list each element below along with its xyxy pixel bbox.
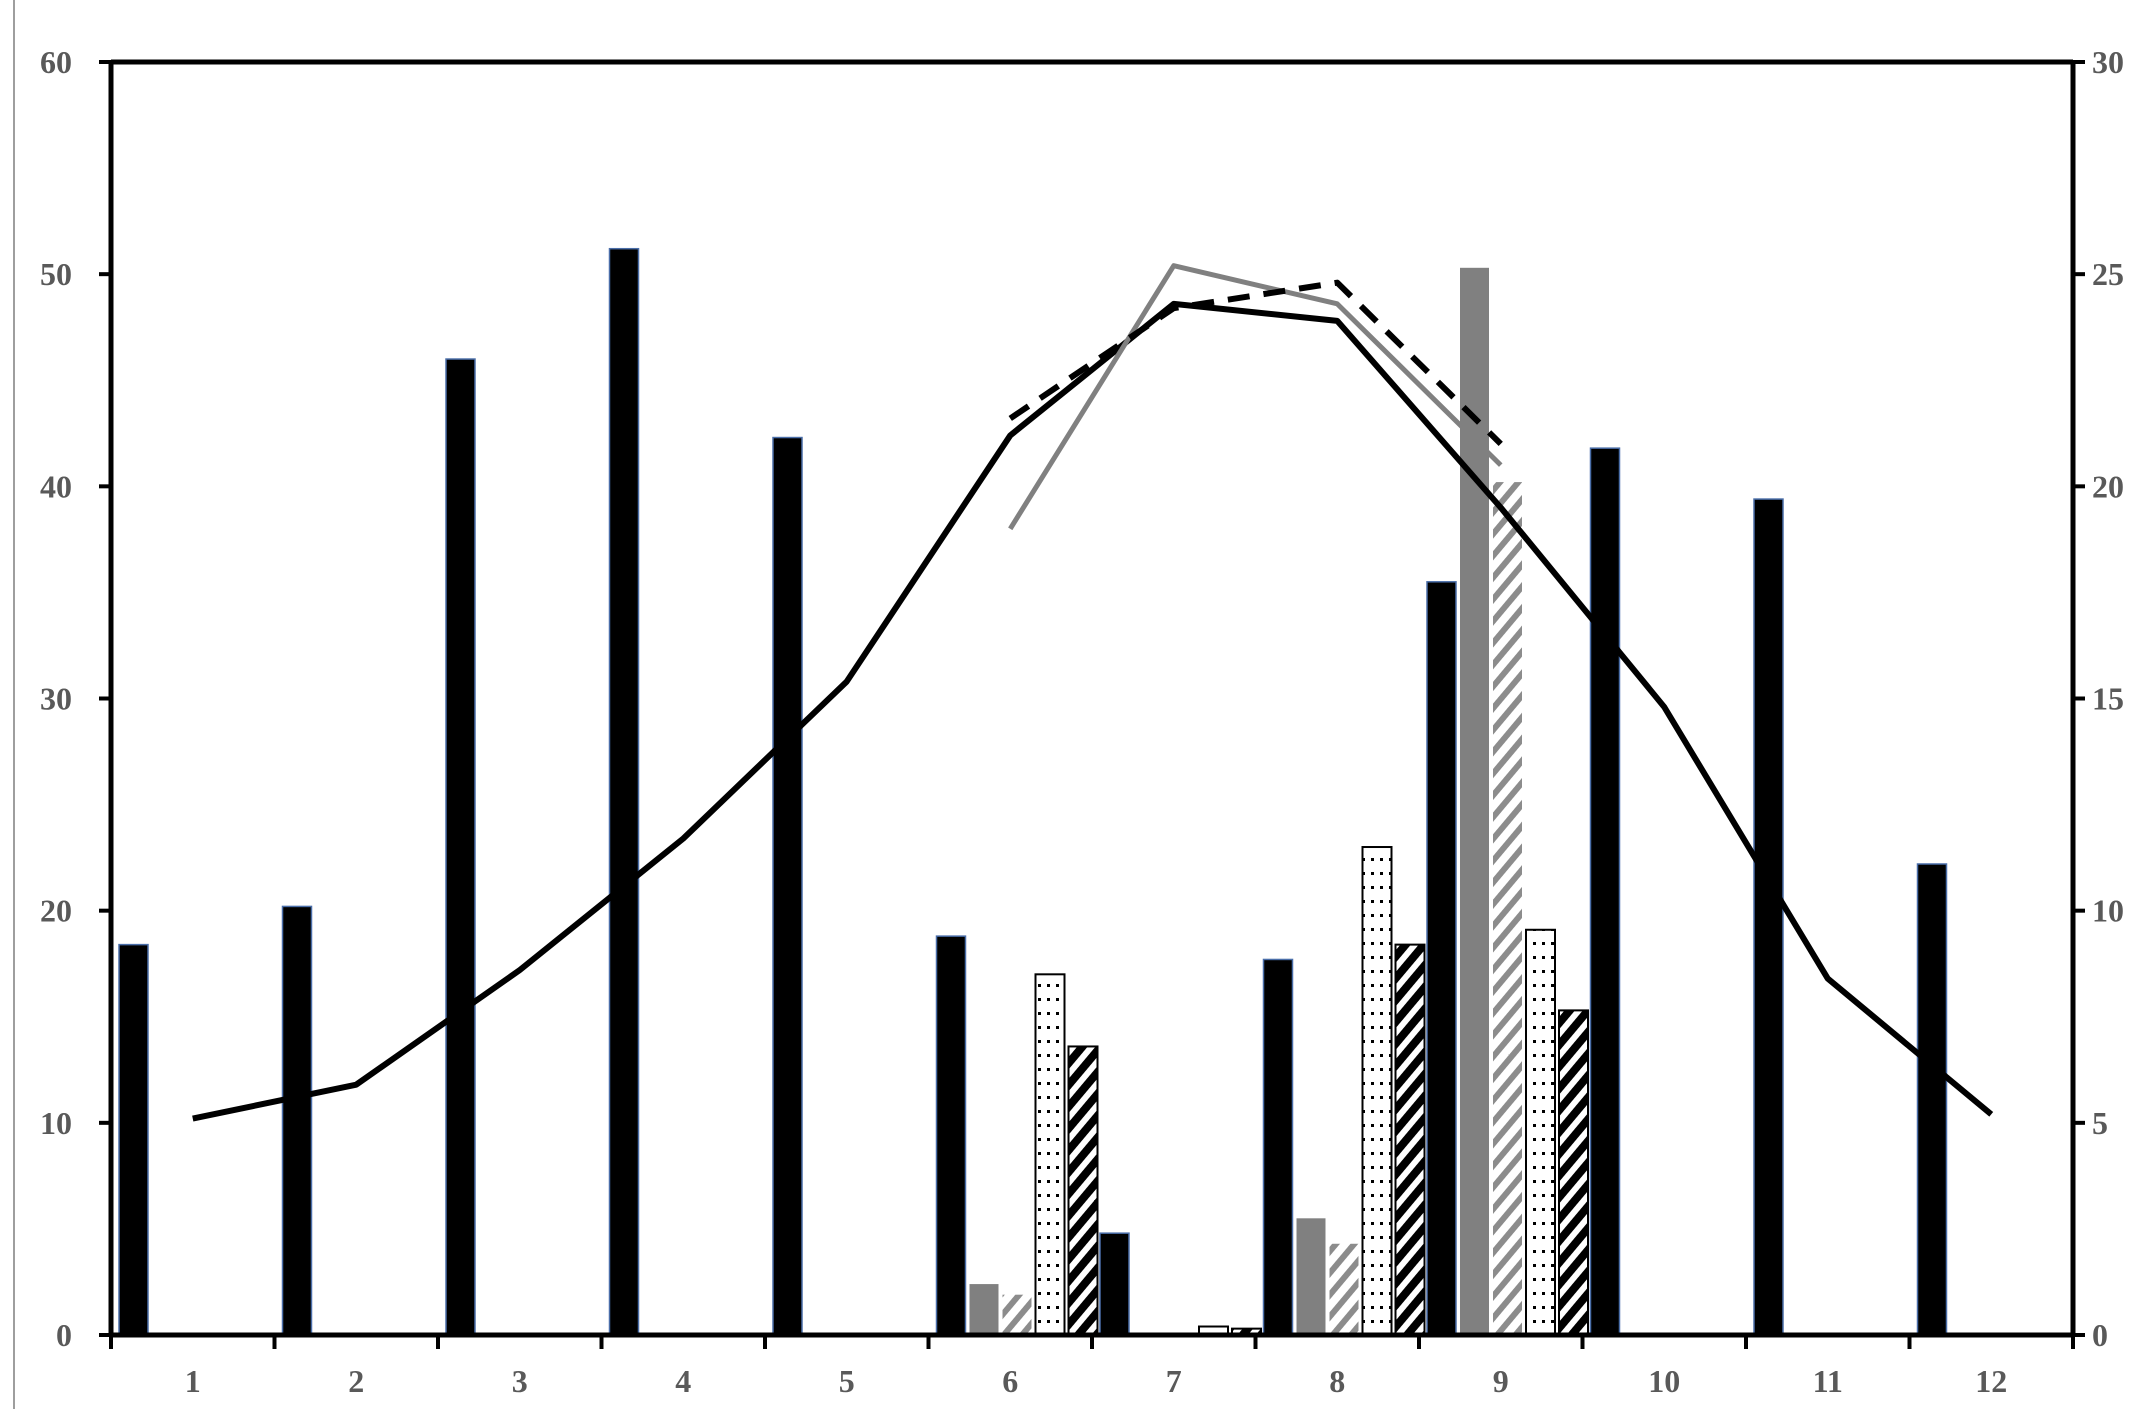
y-right-tick-label: 25 [2092, 256, 2124, 292]
x-tick-label: 8 [1329, 1363, 1345, 1399]
line-series3 [1008, 279, 1503, 447]
x-tick-label: 4 [675, 1363, 691, 1399]
bar-series2-cat8 [1296, 1218, 1326, 1335]
x-tick-label: 2 [348, 1363, 364, 1399]
bar-series3-cat8 [1329, 1243, 1359, 1335]
line-series1 [192, 300, 1994, 1122]
y-right-tick-label: 15 [2092, 681, 2124, 717]
bar-series5-cat9 [1558, 1009, 1589, 1336]
line-series2 [1008, 263, 1503, 531]
bar-series1-cat1 [118, 943, 149, 1336]
bar-series1-cat7 [1099, 1232, 1130, 1336]
bar-series1-cat12 [1916, 863, 1948, 1336]
bar-series1-cat2 [281, 905, 313, 1336]
x-tick-label: 5 [839, 1363, 855, 1399]
x-tick-label: 9 [1493, 1363, 1509, 1399]
x-tick-label: 6 [1002, 1363, 1018, 1399]
y-left-tick-label: 40 [40, 468, 72, 504]
y-right-tick-label: 30 [2092, 44, 2124, 80]
bar-series3-cat9 [1493, 482, 1522, 1336]
y-right-tick-label: 10 [2092, 893, 2124, 929]
bar-series4-cat9 [1525, 928, 1556, 1336]
bar-series2-cat6 [969, 1284, 999, 1335]
y-right-tick-label: 0 [2092, 1317, 2108, 1353]
x-tick-label: 1 [185, 1363, 201, 1399]
bar-series1-cat3 [445, 358, 476, 1336]
bar-series4-cat8 [1361, 846, 1393, 1336]
bars-layer [118, 247, 1948, 1337]
y-right-tick-label: 20 [2092, 468, 2124, 504]
lines-layer [192, 263, 1994, 1122]
x-tick-label: 7 [1166, 1363, 1182, 1399]
bar-series1-cat4 [608, 247, 640, 1336]
bar-series1-cat8 [1262, 958, 1294, 1336]
y-left-tick-label: 30 [40, 681, 72, 717]
x-tick-label: 3 [512, 1363, 528, 1399]
y-left-tick-label: 10 [40, 1105, 72, 1141]
bar-series1-cat5 [772, 436, 803, 1336]
y-left-tick-label: 20 [40, 893, 72, 929]
bar-series3-cat6 [1002, 1294, 1032, 1335]
bar-series1-cat10 [1589, 447, 1621, 1336]
bar-series1-cat9 [1426, 581, 1457, 1336]
bar-series1-cat6 [935, 935, 967, 1336]
bar-series1-cat11 [1753, 498, 1784, 1336]
y-left-tick-label: 50 [40, 256, 72, 292]
bar-series5-cat8 [1394, 943, 1426, 1336]
x-tick-label: 12 [1975, 1363, 2007, 1399]
bar-series5-cat6 [1067, 1045, 1099, 1337]
axes-layer [13, 0, 2085, 1409]
bar-series4-cat6 [1034, 973, 1066, 1336]
x-tick-label: 11 [1813, 1363, 1843, 1399]
y-left-tick-label: 60 [40, 44, 72, 80]
y-right-tick-label: 5 [2092, 1105, 2108, 1141]
x-tick-label: 10 [1648, 1363, 1680, 1399]
y-left-tick-label: 0 [56, 1317, 72, 1353]
